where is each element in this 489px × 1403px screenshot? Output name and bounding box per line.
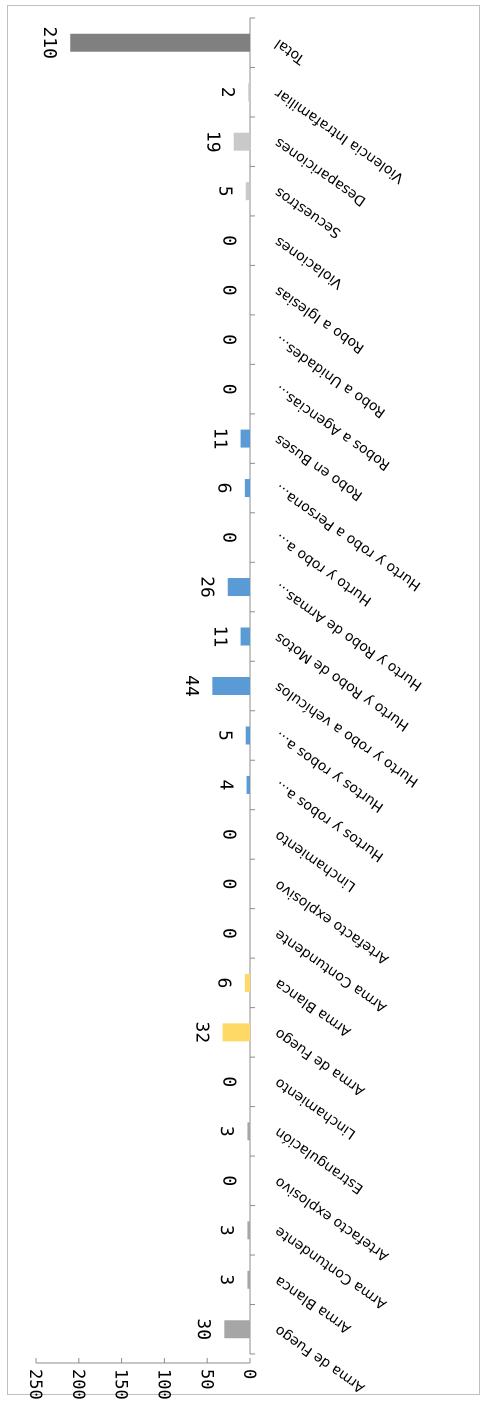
bar bbox=[70, 33, 251, 52]
bar bbox=[224, 1320, 250, 1339]
data-label: 0 bbox=[219, 384, 240, 395]
value-tick-label: 100 bbox=[153, 1369, 173, 1400]
data-label: 3 bbox=[216, 1126, 237, 1137]
bar bbox=[227, 578, 250, 597]
bar bbox=[222, 1023, 250, 1042]
bar bbox=[240, 429, 250, 448]
data-label: 0 bbox=[219, 1175, 240, 1186]
bar bbox=[245, 726, 250, 745]
data-label: 32 bbox=[191, 1022, 212, 1044]
data-label: 26 bbox=[196, 576, 217, 598]
category-label: Secuestros bbox=[272, 184, 344, 241]
value-tick-label: 200 bbox=[68, 1369, 88, 1400]
bar bbox=[212, 677, 250, 695]
data-label: 0 bbox=[219, 829, 240, 840]
bar bbox=[245, 182, 250, 201]
data-label: 0 bbox=[219, 285, 240, 296]
data-label: 30 bbox=[193, 1318, 214, 1340]
data-label: 3 bbox=[216, 1225, 237, 1236]
data-label: 0 bbox=[219, 532, 240, 543]
bar bbox=[244, 479, 250, 498]
category-label: Artefacto explosivo bbox=[272, 877, 392, 968]
data-label: 210 bbox=[39, 26, 60, 59]
data-label: 19 bbox=[202, 131, 223, 153]
category-label: Arma de Fuego bbox=[272, 1322, 368, 1396]
category-label: Total bbox=[272, 35, 309, 67]
data-label: 3 bbox=[216, 1274, 237, 1285]
data-label: 11 bbox=[209, 626, 230, 648]
bar bbox=[247, 1122, 250, 1141]
data-label: 11 bbox=[209, 428, 230, 450]
data-label: 4 bbox=[215, 780, 236, 791]
value-tick-label: 50 bbox=[196, 1369, 216, 1389]
data-label: 0 bbox=[219, 928, 240, 939]
value-tick-label: 250 bbox=[25, 1369, 45, 1400]
value-tick-label: 0 bbox=[239, 1369, 259, 1379]
bar bbox=[248, 83, 250, 102]
data-label: 0 bbox=[219, 1076, 240, 1087]
bar bbox=[246, 775, 250, 794]
bar bbox=[247, 1221, 250, 1240]
value-tick-label: 150 bbox=[111, 1369, 131, 1400]
data-label: 44 bbox=[181, 675, 202, 697]
bar bbox=[244, 973, 250, 992]
category-label: Hurto y Robo de Motos bbox=[272, 629, 412, 734]
category-label: Artefacto explosivo bbox=[272, 1174, 392, 1265]
bar bbox=[247, 1270, 250, 1289]
chart-frame bbox=[7, 5, 480, 1395]
data-label: 6 bbox=[214, 483, 235, 494]
data-label: 6 bbox=[214, 977, 235, 988]
data-label: 5 bbox=[214, 730, 235, 741]
data-label: 0 bbox=[219, 235, 240, 246]
bar bbox=[233, 132, 250, 151]
data-label: 5 bbox=[214, 186, 235, 197]
data-label: 0 bbox=[219, 334, 240, 345]
data-label: 2 bbox=[217, 87, 238, 98]
bars-layer bbox=[70, 33, 251, 1339]
bar bbox=[240, 627, 250, 646]
data-label: 0 bbox=[219, 879, 240, 890]
category-label: Robos a Agencias... bbox=[272, 382, 393, 473]
category-label: Violencia Intrafamiliar bbox=[272, 85, 407, 186]
